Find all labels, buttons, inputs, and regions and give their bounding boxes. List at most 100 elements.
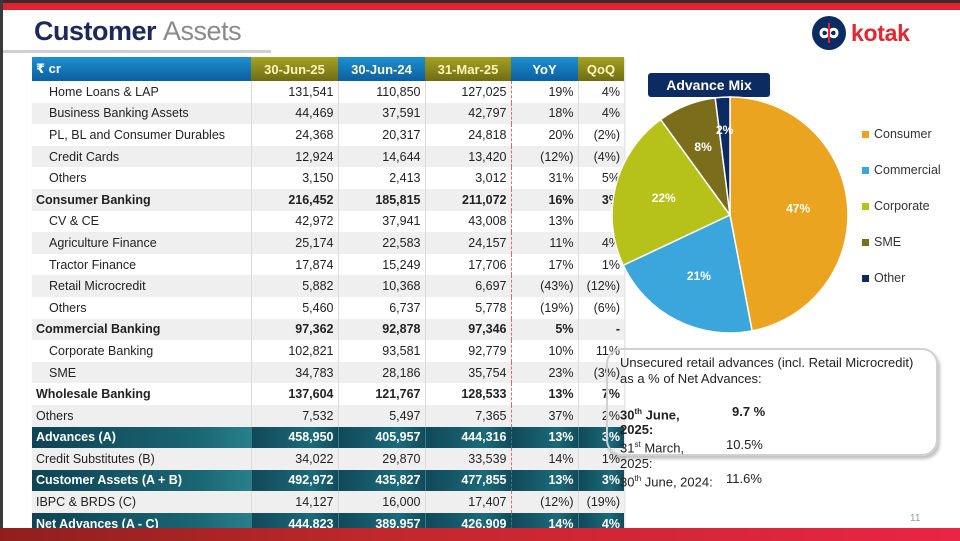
header-qoq: QoQ: [578, 57, 624, 81]
value-30-jun-25: 5,882: [250, 275, 338, 297]
value-qoq: 3%: [577, 469, 624, 492]
pie-slice-corporate: [611, 118, 732, 267]
value-yoy: 14%: [510, 448, 578, 470]
row-label: Tractor Finance: [32, 253, 251, 276]
value-30-jun-24: 22,583: [337, 232, 425, 254]
value-30-jun-24: 14,644: [337, 145, 425, 168]
value-30-jun-25: 17,874: [250, 253, 338, 276]
legend-label: SME: [874, 235, 902, 249]
table-row: Commercial Banking 97,362 92,878 97,346 5% -: [32, 318, 624, 341]
value-30-jun-24: 93,581: [337, 340, 425, 362]
value-31-mar-25: 7,365: [424, 404, 511, 427]
row-label: Wholesale Banking: [32, 383, 251, 405]
note-date: 30th June, 2025:: [620, 404, 716, 437]
value-qoq: 5%: [577, 167, 624, 189]
table-row: Agriculture Finance 25,174 22,583 24,157 11%…: [32, 232, 624, 254]
legend-swatch: [862, 130, 869, 138]
header-unit: ₹ cr: [32, 57, 251, 81]
row-label: Others: [32, 296, 251, 319]
legend-label: Commercial: [874, 163, 941, 177]
row-label: Retail Microcredit: [32, 275, 251, 297]
page-title-bold: Customer: [34, 16, 157, 46]
value-30-jun-25: 102,821: [250, 340, 338, 362]
note-line: 31st March, 2025: 10.5%: [620, 437, 924, 470]
value-30-jun-24: 110,850: [337, 81, 425, 103]
table-row: Consumer Banking 216,452 185,815 211,072 16%…: [32, 188, 624, 211]
value-yoy: 5%: [510, 318, 578, 341]
value-30-jun-25: 24,368: [250, 124, 338, 146]
note-date-suffix: th: [634, 407, 643, 416]
row-label: Commercial Banking: [32, 318, 251, 341]
legend-item-consumer: Consumer: [862, 116, 941, 152]
value-31-mar-25: 128,533: [424, 383, 511, 405]
value-30-jun-24: 92,878: [337, 318, 425, 341]
legend-item-commercial: Commercial: [862, 152, 941, 188]
table-row: Advances (A) 458,950 405,957 444,316 13% 3%: [32, 426, 624, 449]
page-title: Customer Assets: [34, 16, 242, 47]
value-31-mar-25: 24,818: [424, 124, 511, 146]
header-31-mar-25: 31-Mar-25: [425, 57, 511, 81]
bottom-accent-bar: [0, 528, 960, 541]
value-qoq: (19%): [577, 491, 624, 513]
row-label: Others: [32, 404, 251, 427]
value-30-jun-24: 185,815: [337, 188, 425, 211]
value-31-mar-25: 97,346: [424, 318, 511, 341]
value-31-mar-25: 42,797: [424, 102, 511, 125]
table-header-row: ₹ cr 30-Jun-25 30-Jun-24 31-Mar-25 YoY Q…: [32, 57, 624, 81]
value-31-mar-25: 444,316: [424, 426, 511, 449]
page-title-light: Assets: [163, 16, 242, 46]
row-label: CV & CE: [32, 210, 251, 233]
row-label: SME: [32, 361, 251, 384]
note-value: 10.5%: [726, 437, 763, 453]
value-30-jun-25: 7,532: [250, 404, 338, 427]
table-row: Credit Substitutes (B) 34,022 29,870 33,539…: [32, 448, 624, 470]
value-yoy: 13%: [510, 383, 578, 405]
advance-mix-pie-chart: 47% 21% 22% 8% 2%: [611, 96, 849, 334]
value-30-jun-24: 435,827: [337, 469, 425, 492]
table-row: Wholesale Banking 137,604 121,767 128,533 13…: [32, 383, 624, 405]
pie-slice-consumer: [729, 96, 849, 332]
row-label: Others: [32, 167, 251, 189]
value-30-jun-25: 216,452: [250, 188, 338, 211]
legend-item-other: Other: [862, 260, 941, 296]
row-label: Business Banking Assets: [32, 102, 251, 125]
value-30-jun-24: 37,941: [337, 210, 425, 233]
value-qoq: 1%: [577, 253, 624, 276]
top-accent-bar: [0, 0, 960, 10]
row-label: IBPC & BRDS (C): [32, 491, 251, 513]
value-30-jun-24: 16,000: [337, 491, 425, 513]
table-row: Others 3,150 2,413 3,012 31% 5%: [32, 167, 624, 189]
value-30-jun-24: 5,497: [337, 404, 425, 427]
legend-label: Other: [874, 271, 906, 285]
value-31-mar-25: 13,420: [424, 145, 511, 168]
value-qoq: (6%): [577, 296, 624, 319]
kotak-infinity-logo-icon: [812, 16, 846, 50]
value-yoy: 13%: [510, 210, 578, 233]
value-31-mar-25: 6,697: [424, 275, 511, 297]
legend-swatch: [862, 202, 869, 210]
value-qoq: 1%: [577, 448, 624, 470]
value-30-jun-25: 137,604: [250, 383, 338, 405]
value-yoy: 13%: [510, 426, 578, 449]
value-30-jun-24: 10,368: [337, 275, 425, 297]
note-date: 30th June, 2024:: [620, 471, 716, 489]
page-number: 11: [910, 513, 921, 524]
left-frame-edge: [0, 0, 3, 541]
value-30-jun-25: 3,150: [250, 167, 338, 189]
legend-swatch: [862, 166, 869, 174]
header-yoy: YoY: [511, 57, 578, 81]
row-label: Credit Cards: [32, 145, 251, 168]
value-30-jun-24: 15,249: [337, 253, 425, 276]
value-qoq: 4%: [577, 102, 624, 125]
legend-item-corporate: Corporate: [862, 188, 941, 224]
value-30-jun-25: 5,460: [250, 296, 338, 319]
value-qoq: (4%): [577, 145, 624, 168]
table-row: Others 7,532 5,497 7,365 37% 2%: [32, 404, 624, 427]
note-value: 9.7 %: [732, 404, 766, 419]
value-30-jun-25: 44,469: [250, 102, 338, 125]
value-30-jun-25: 34,783: [250, 361, 338, 384]
table-row: Credit Cards 12,924 14,644 13,420 (12%) (4%): [32, 145, 624, 168]
value-30-jun-24: 28,186: [337, 361, 425, 384]
value-30-jun-25: 42,972: [250, 210, 338, 233]
legend-swatch: [862, 238, 869, 246]
